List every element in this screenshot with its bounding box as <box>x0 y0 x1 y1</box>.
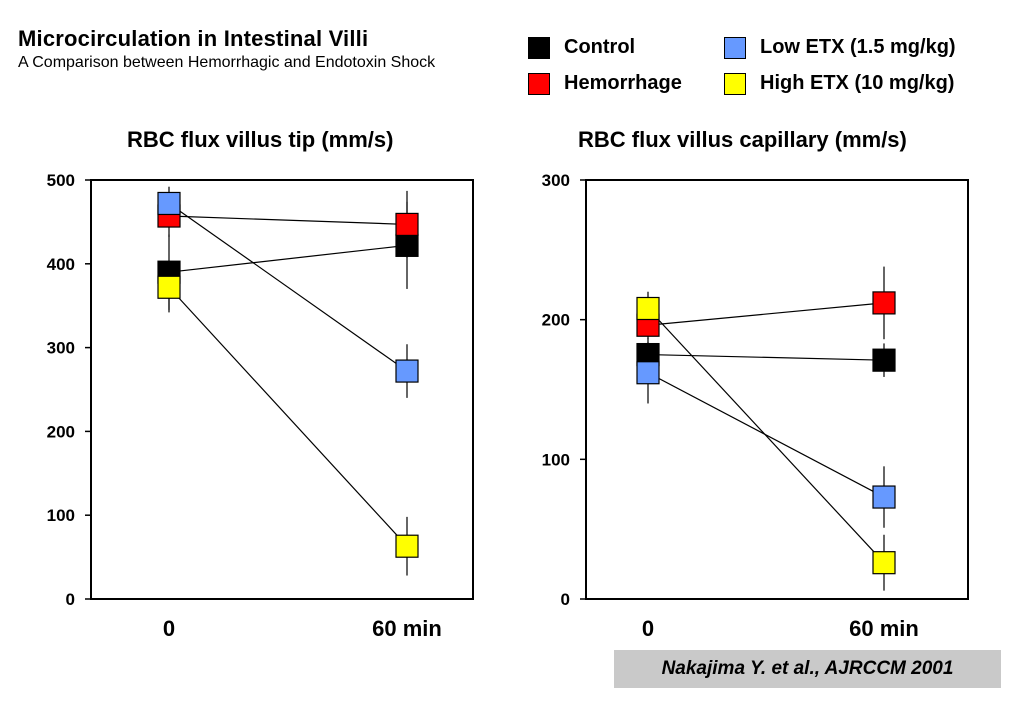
series-line <box>168 215 408 226</box>
legend: Control Hemorrhage Low ETX (1.5 mg/kg) H… <box>528 36 1008 106</box>
legend-swatch-low-etx <box>724 36 746 59</box>
x-tick-label: 60 min <box>849 616 919 641</box>
data-point <box>872 485 896 509</box>
data-point <box>395 534 419 558</box>
y-tick-label: 300 <box>542 171 570 190</box>
legend-label-low-etx: Low ETX (1.5 mg/kg) <box>760 36 956 58</box>
page-subtitle: A Comparison between Hemorrhagic and End… <box>18 54 436 71</box>
legend-swatch-hemorrhage <box>528 72 550 95</box>
series-line <box>647 353 885 361</box>
legend-swatch-high-etx <box>724 72 746 95</box>
data-point <box>872 291 896 315</box>
x-tick-label: 0 <box>163 616 175 641</box>
y-tick-label: 200 <box>542 311 570 330</box>
data-point <box>636 361 660 385</box>
data-point <box>872 551 896 575</box>
y-tick-label: 100 <box>47 506 75 525</box>
x-tick-label: 60 min <box>372 616 442 641</box>
page-title: Microcirculation in Intestinal Villi <box>18 26 369 51</box>
chart-title-capillary: RBC flux villus capillary (mm/s) <box>578 127 907 152</box>
series-line <box>647 308 885 564</box>
data-point <box>157 191 181 216</box>
legend-label-high-etx: High ETX (10 mg/kg) <box>760 72 955 94</box>
chart-title-tip: RBC flux villus tip (mm/s) <box>127 127 394 152</box>
legend-item-hemorrhage: Hemorrhage <box>528 72 682 95</box>
y-tick-label: 0 <box>66 590 75 609</box>
y-tick-label: 400 <box>47 255 75 274</box>
legend-item-high-etx: High ETX (10 mg/kg) <box>724 72 954 95</box>
legend-label-hemorrhage: Hemorrhage <box>564 72 682 94</box>
legend-swatch-control <box>528 36 550 59</box>
legend-label-control: Control <box>564 36 636 58</box>
legend-item-control: Control <box>528 36 635 59</box>
series-line <box>168 286 408 547</box>
x-tick-label: 0 <box>642 616 654 641</box>
data-point <box>872 348 896 372</box>
y-tick-label: 0 <box>561 590 570 609</box>
y-tick-label: 500 <box>47 171 75 190</box>
citation: Nakajima Y. et al., AJRCCM 2001 <box>614 650 1001 688</box>
data-point <box>395 233 419 257</box>
y-tick-label: 100 <box>542 450 570 469</box>
data-point <box>395 359 419 383</box>
y-tick-label: 300 <box>47 339 75 358</box>
plot-frame <box>90 179 474 600</box>
series-line <box>168 244 408 273</box>
legend-item-low-etx: Low ETX (1.5 mg/kg) <box>724 36 956 59</box>
data-point <box>636 296 660 321</box>
series-line <box>647 302 885 326</box>
y-tick-label: 200 <box>47 422 75 441</box>
data-point <box>157 275 181 299</box>
data-point <box>395 212 419 237</box>
plot-frame <box>585 179 969 600</box>
series-line <box>168 202 408 372</box>
